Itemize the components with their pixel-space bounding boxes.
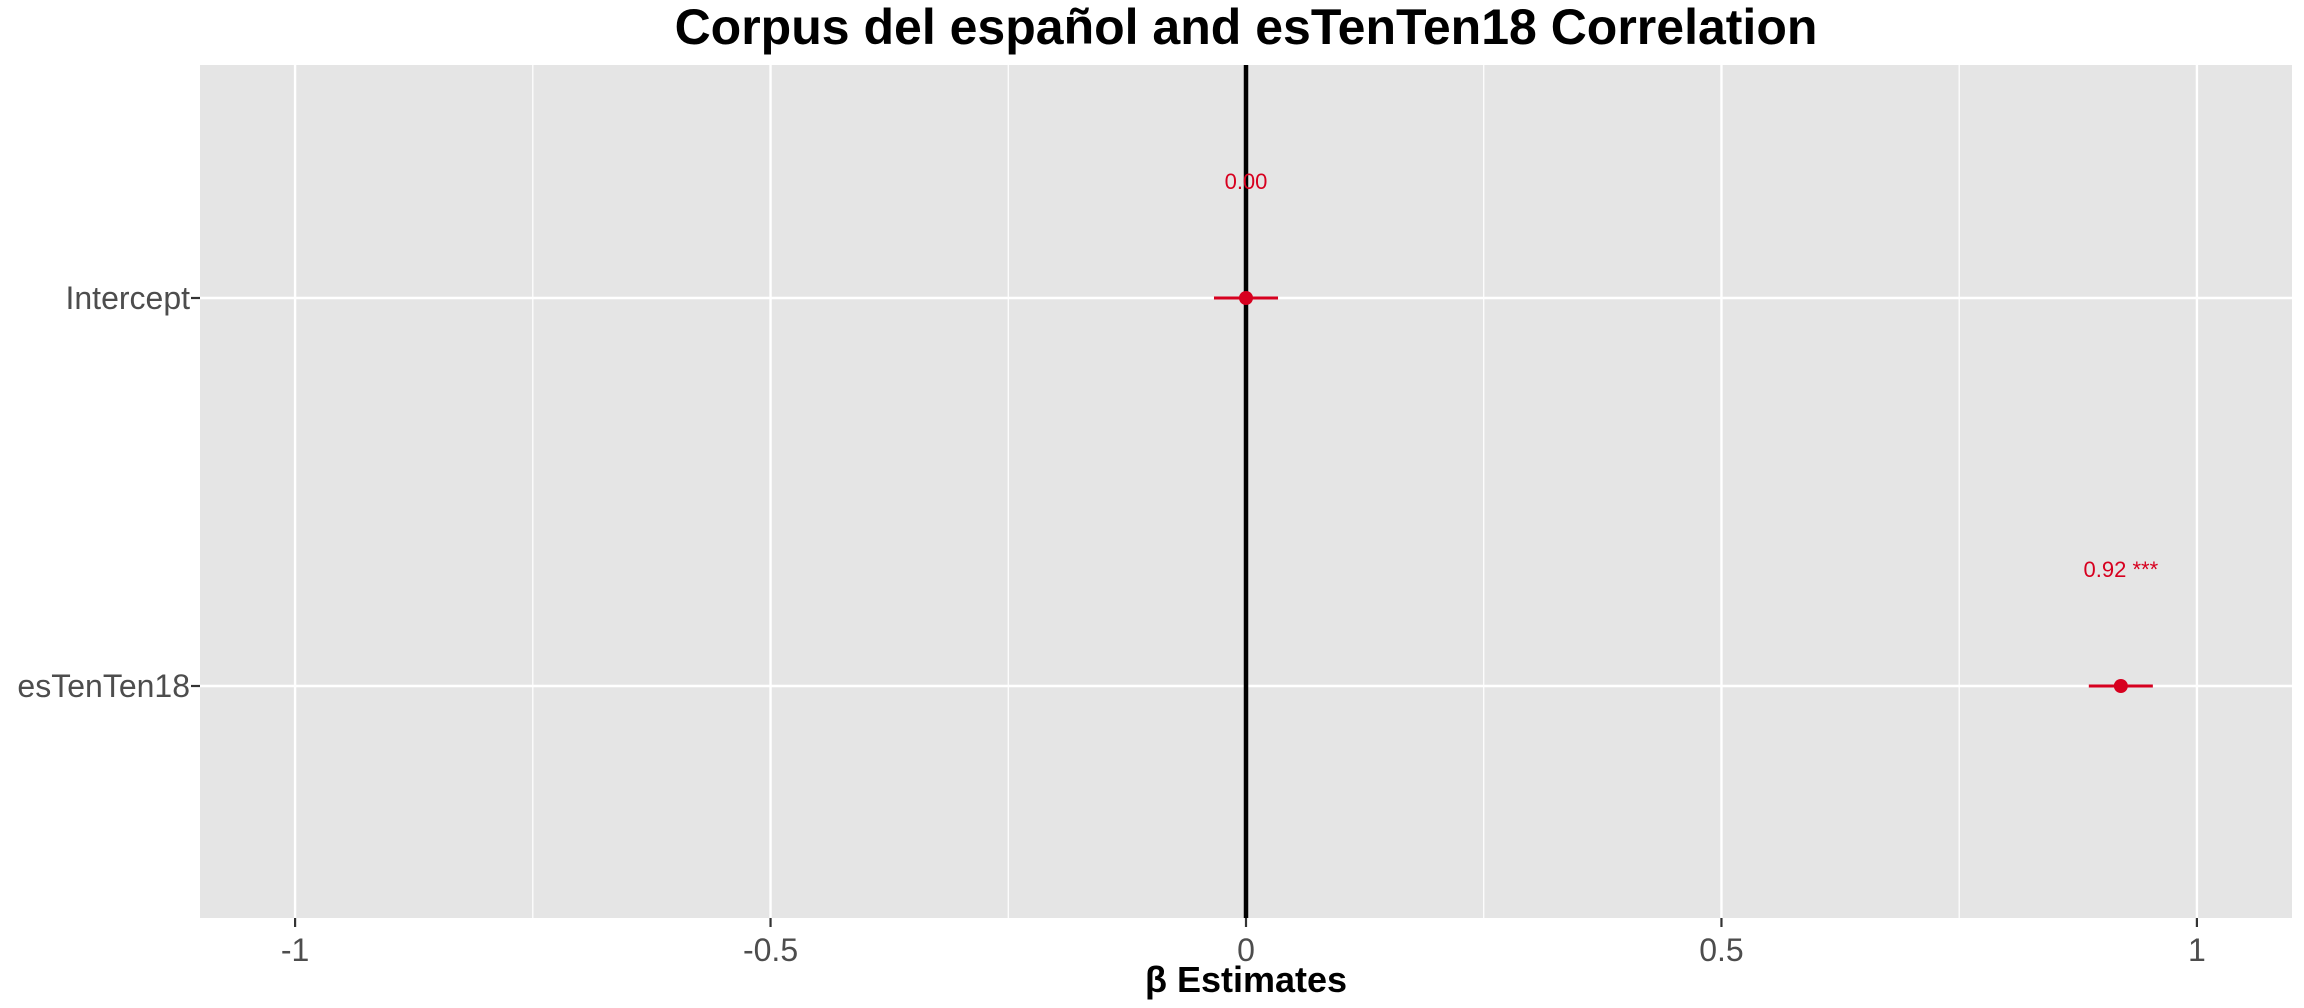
x-tick-label: 0 bbox=[1237, 932, 1255, 968]
x-tick-label: -1 bbox=[281, 932, 309, 968]
x-axis-tick-labels: -1 -0.5 0 0.5 1 bbox=[281, 932, 2206, 968]
estimate-label-Intercept: 0.00 bbox=[1225, 169, 1268, 194]
y-tick-label: Intercept bbox=[65, 280, 190, 316]
y-axis-tick-labels: Intercept esTenTen18 bbox=[17, 280, 190, 704]
estimate-point-esTenTen18 bbox=[2113, 679, 2128, 693]
estimate-labels: 0.00 0.92 *** bbox=[1225, 169, 2159, 582]
estimate-label-esTenTen18: 0.92 *** bbox=[2084, 557, 2159, 582]
estimate-point-Intercept bbox=[1239, 291, 1253, 305]
x-tick-label: -0.5 bbox=[743, 932, 798, 968]
y-axis-ticks bbox=[191, 296, 200, 688]
y-tick-label: esTenTen18 bbox=[17, 668, 190, 704]
chart-title: Corpus del español and esTenTen18 Correl… bbox=[675, 0, 1818, 55]
x-tick-label: 0.5 bbox=[1699, 932, 1743, 968]
estimate-points bbox=[1213, 291, 2153, 693]
x-tick-label: 1 bbox=[2188, 932, 2206, 968]
minor-gridlines bbox=[532, 65, 1960, 918]
x-axis-title: β Estimates bbox=[1145, 959, 1347, 1000]
x-axis-ticks bbox=[293, 918, 2199, 927]
